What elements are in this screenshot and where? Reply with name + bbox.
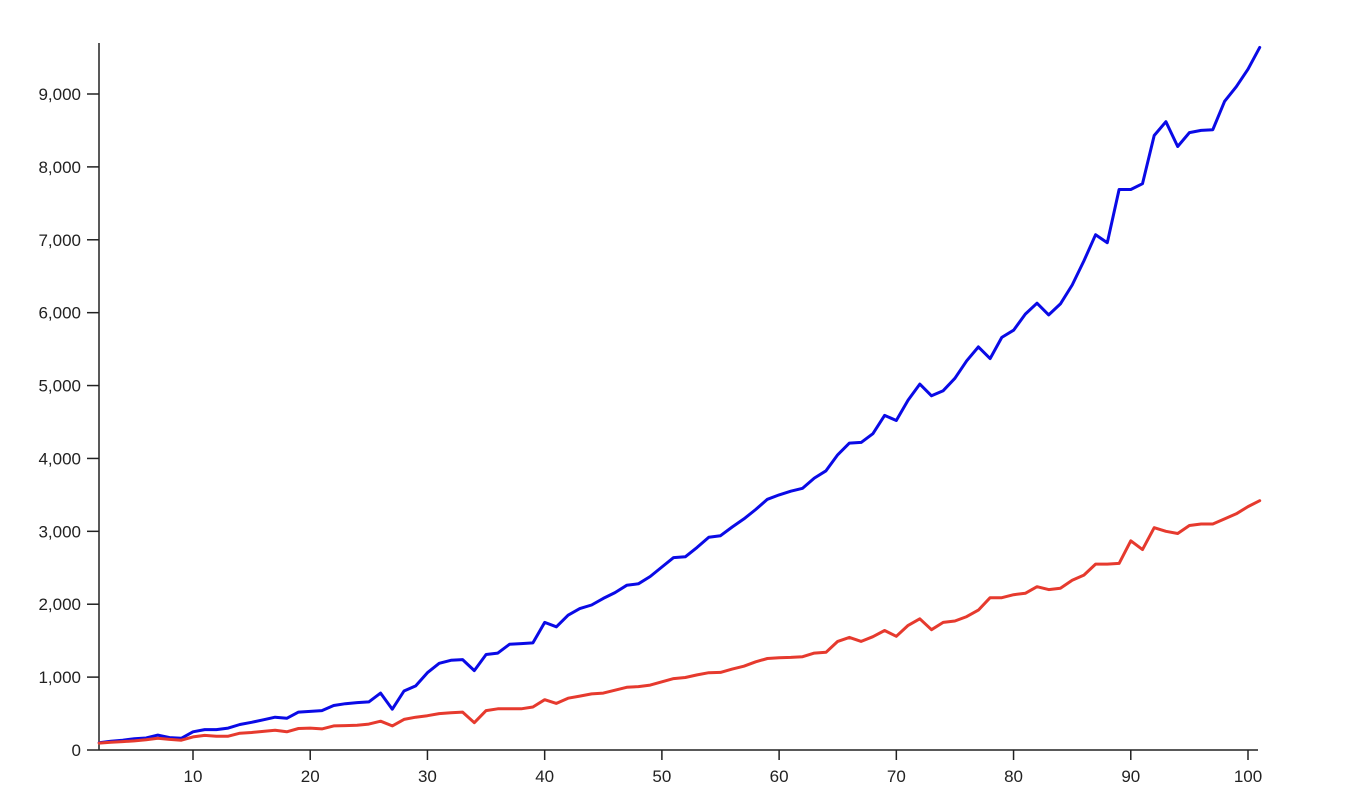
y-tick-label: 4,000: [38, 449, 81, 468]
x-tick-label: 100: [1234, 767, 1262, 786]
y-tick-label: 2,000: [38, 595, 81, 614]
y-tick-label: 1,000: [38, 668, 81, 687]
y-axis: 0 1,000 2,000 3,000 4,000 5,000 6,000 7,000 8,00…: [38, 42, 100, 760]
x-tick-label: 50: [652, 767, 671, 786]
x-tick-label: 80: [1004, 767, 1023, 786]
series-line-red: [97, 499, 1262, 745]
y-tick-label: 0: [72, 741, 81, 760]
y-tick-label: 5,000: [38, 377, 81, 396]
x-tick-label: 30: [418, 767, 437, 786]
series-layer: [97, 45, 1262, 745]
y-tick-label: 8,000: [38, 158, 81, 177]
x-tick-label: 10: [184, 767, 203, 786]
y-tick-label: 7,000: [38, 231, 81, 250]
y-tick-label: 3,000: [38, 522, 81, 541]
x-tick-label: 60: [770, 767, 789, 786]
x-tick-label: 70: [887, 767, 906, 786]
x-tick-label: 40: [535, 767, 554, 786]
series-line-blue: [97, 45, 1262, 745]
y-tick-label: 6,000: [38, 304, 81, 323]
x-tick-label: 20: [301, 767, 320, 786]
x-tick-label: 90: [1121, 767, 1140, 786]
y-tick-label: 9,000: [38, 85, 81, 104]
x-axis: 10 20 30 40 50 60 70 80 90 100: [99, 749, 1262, 786]
